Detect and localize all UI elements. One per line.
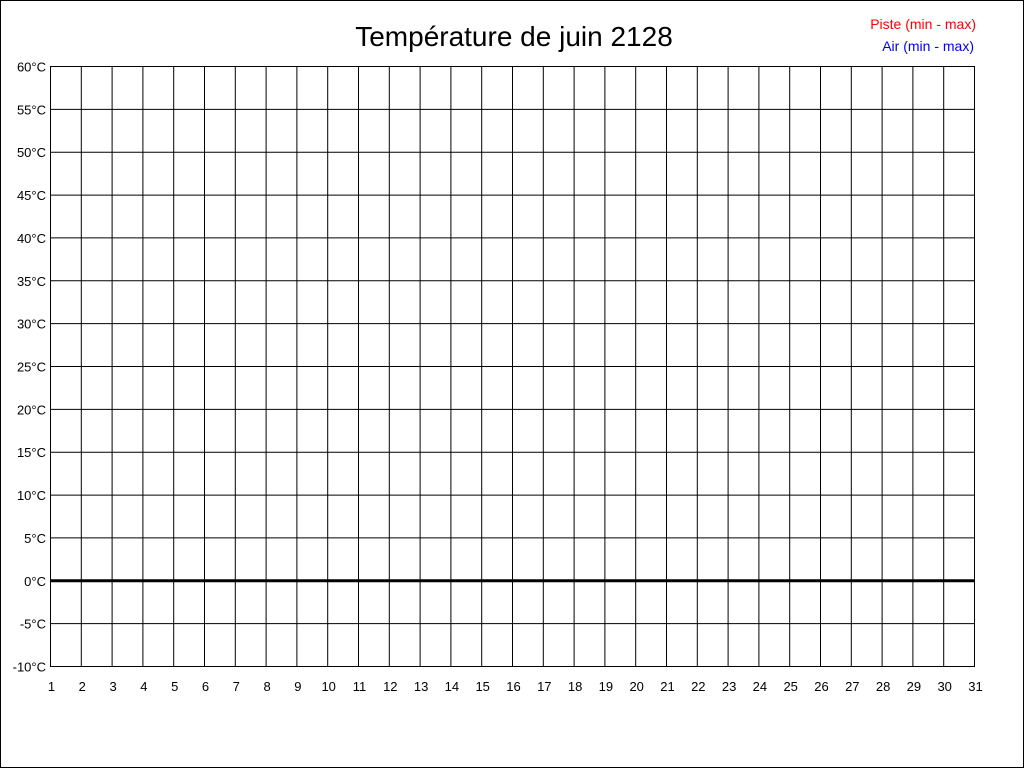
x-tick-label: 4: [140, 679, 147, 694]
x-tick-label: 17: [537, 679, 551, 694]
x-tick-label: 6: [202, 679, 209, 694]
x-tick-label: 11: [353, 679, 367, 694]
x-tick-label: 5: [171, 679, 178, 694]
x-tick-label: 16: [506, 679, 520, 694]
x-tick-label: 1: [48, 679, 55, 694]
x-tick-label: 22: [691, 679, 705, 694]
x-tick-label: 24: [753, 679, 767, 694]
x-tick-label: 7: [233, 679, 240, 694]
x-tick-label: 28: [876, 679, 890, 694]
y-tick-label: 25°C: [17, 360, 46, 375]
y-tick-label: 30°C: [17, 317, 46, 332]
x-tick-label: 18: [568, 679, 582, 694]
y-tick-label: -10°C: [13, 660, 46, 675]
y-tick-label: -5°C: [20, 617, 46, 632]
y-tick-label: 55°C: [17, 102, 46, 117]
plot-area-border: [50, 66, 975, 667]
x-tick-label: 25: [783, 679, 797, 694]
y-tick-label: 5°C: [24, 531, 46, 546]
chart-title: Température de juin 2128: [355, 21, 673, 52]
x-tick-label: 10: [321, 679, 335, 694]
x-tick-label: 19: [599, 679, 613, 694]
y-tick-label: 45°C: [17, 188, 46, 203]
legend-piste: Piste (min - max): [870, 16, 976, 32]
y-tick-label: 10°C: [17, 488, 46, 503]
y-tick-label: 60°C: [17, 60, 46, 75]
x-tick-label: 13: [414, 679, 428, 694]
x-tick-label: 27: [845, 679, 859, 694]
x-tick-label: 12: [383, 679, 397, 694]
y-tick-label: 40°C: [17, 231, 46, 246]
x-tick-label: 8: [263, 679, 270, 694]
x-tick-label: 23: [722, 679, 736, 694]
x-tick-label: 9: [294, 679, 301, 694]
x-tick-label: 29: [907, 679, 921, 694]
x-tick-label: 20: [629, 679, 643, 694]
y-tick-label: 50°C: [17, 145, 46, 160]
x-tick-label: 2: [79, 679, 86, 694]
x-tick-label: 3: [109, 679, 116, 694]
x-tick-label: 15: [475, 679, 489, 694]
y-tick-label: 0°C: [24, 574, 46, 589]
y-tick-label: 35°C: [17, 274, 46, 289]
x-tick-label: 21: [660, 679, 674, 694]
y-tick-label: 15°C: [17, 445, 46, 460]
x-tick-label: 31: [968, 679, 982, 694]
legend-air: Air (min - max): [882, 38, 974, 54]
y-tick-label: 20°C: [17, 402, 46, 417]
x-tick-label: 30: [937, 679, 951, 694]
x-tick-label: 14: [445, 679, 459, 694]
x-tick-label: 26: [814, 679, 828, 694]
